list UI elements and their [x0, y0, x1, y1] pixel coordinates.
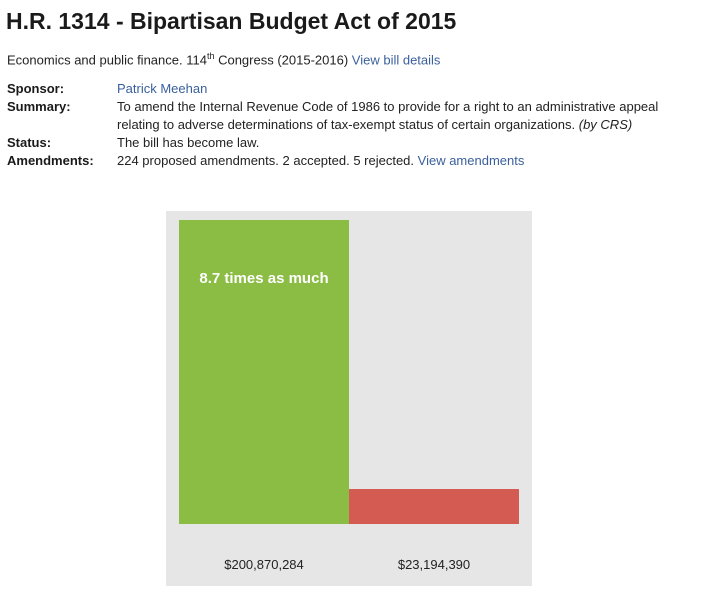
- spending-comparison-chart: 8.7 times as much $200,870,284 $23,194,3…: [166, 211, 532, 586]
- bill-subtitle: Economics and public finance. 114th Cong…: [7, 51, 440, 67]
- status-label: Status:: [7, 135, 52, 150]
- summary-label: Summary:: [7, 99, 71, 114]
- bar-2: [349, 489, 519, 524]
- congress-suffix: th: [206, 51, 215, 61]
- bill-meta-table: Sponsor: Patrick Meehan Summary: To amen…: [7, 80, 697, 170]
- summary-value: To amend the Internal Revenue Code of 19…: [117, 99, 659, 132]
- view-amendments-link[interactable]: View amendments: [417, 153, 525, 168]
- bar-chart-svg: [179, 220, 519, 524]
- summary-text: To amend the Internal Revenue Code of 19…: [117, 98, 697, 134]
- summary-source: (by CRS): [578, 117, 633, 132]
- congress-session: Congress (2015-2016): [214, 52, 352, 68]
- status-value: The bill has become law.: [117, 135, 260, 150]
- summary-row: Summary: To amend the Internal Revenue C…: [7, 98, 697, 134]
- sponsor-label: Sponsor:: [7, 81, 65, 96]
- view-bill-details-link[interactable]: View bill details: [351, 52, 441, 68]
- amendments-text: 224 proposed amendments. 2 accepted. 5 r…: [117, 152, 697, 170]
- amendments-row: Amendments: 224 proposed amendments. 2 a…: [7, 152, 697, 170]
- bar-1: [179, 220, 349, 524]
- sponsor-row: Sponsor: Patrick Meehan: [7, 80, 697, 98]
- bar-label-2: $23,194,390: [397, 557, 471, 572]
- bill-topic: Economics and public finance.: [7, 52, 187, 68]
- page-title: H.R. 1314 - Bipartisan Budget Act of 201…: [6, 8, 457, 34]
- bill-header: H.R. 1314 - Bipartisan Budget Act of 201…: [0, 0, 709, 186]
- status-row: Status: The bill has become law.: [7, 134, 697, 152]
- ratio-annotation: 8.7 times as much: [199, 270, 329, 287]
- amendments-label: Amendments:: [7, 153, 94, 168]
- sponsor-link[interactable]: Patrick Meehan: [117, 81, 208, 96]
- congress-number: 114: [186, 52, 207, 68]
- bar-label-1: $200,870,284: [224, 557, 304, 572]
- amendments-value: 224 proposed amendments. 2 accepted. 5 r…: [117, 153, 418, 168]
